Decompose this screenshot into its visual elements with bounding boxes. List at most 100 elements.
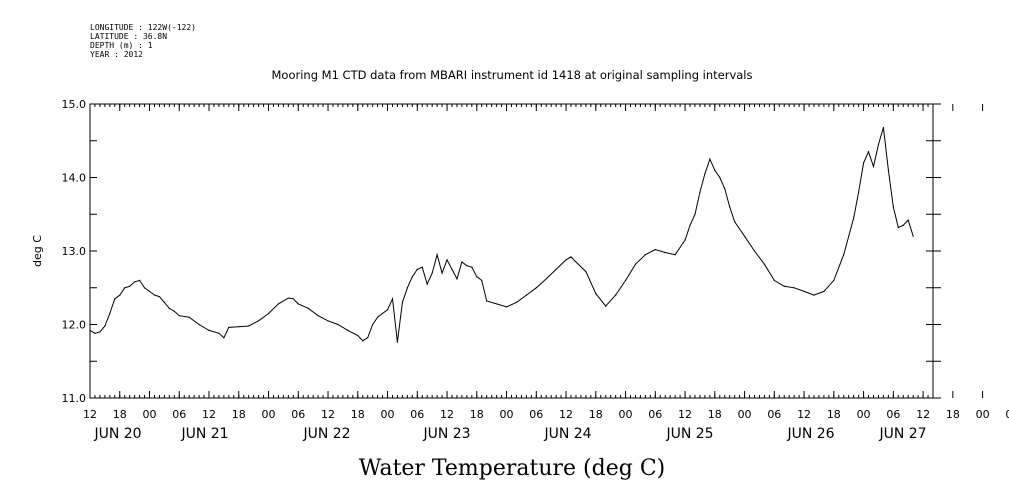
data-point bbox=[441, 272, 443, 274]
data-point bbox=[178, 315, 180, 317]
data-point bbox=[570, 256, 572, 258]
data-point bbox=[134, 281, 136, 283]
x-hour-ticks bbox=[89, 104, 984, 398]
data-point bbox=[734, 221, 736, 223]
x-hour-labels: 12 18 00 06 12 18 00 06 12 18 00 06 12 18 00 06 12 18 00 06… bbox=[83, 408, 1009, 421]
x-day-label: JUN 27 bbox=[878, 426, 926, 442]
data-point bbox=[258, 320, 260, 322]
data-point bbox=[753, 250, 756, 252]
meta-year: YEAR : 2012 bbox=[90, 50, 143, 59]
chart-title: Mooring M1 CTD data from MBARI instrumen… bbox=[272, 68, 753, 82]
x-tick-label: 06 bbox=[648, 408, 662, 421]
data-point bbox=[124, 287, 126, 289]
x-day-label: JUN 21 bbox=[180, 426, 228, 442]
x-tick-label: 12 bbox=[916, 408, 930, 421]
meta-depth: DEPTH (m) : 1 bbox=[90, 41, 153, 50]
y-tick-label: 15.0 bbox=[62, 98, 87, 111]
data-point bbox=[173, 310, 175, 312]
x-tick-label: 18 bbox=[351, 408, 365, 421]
data-point bbox=[198, 323, 200, 326]
data-point bbox=[872, 165, 875, 168]
x-tick-label: 12 bbox=[202, 408, 216, 421]
data-point bbox=[644, 254, 646, 256]
data-point bbox=[481, 279, 483, 281]
data-point bbox=[833, 279, 835, 281]
data-point bbox=[391, 298, 394, 300]
data-point bbox=[104, 325, 106, 327]
data-point bbox=[882, 126, 885, 129]
data-point bbox=[743, 235, 746, 237]
data-point bbox=[664, 251, 666, 254]
data-point bbox=[466, 265, 468, 267]
y-axis-label: deg C bbox=[31, 235, 44, 267]
x-tick-label: 06 bbox=[410, 408, 424, 421]
metadata-block: LONGITUDE : 122W(-122) LATITUDE : 36.8N … bbox=[90, 23, 196, 59]
x-day-label: JUN 26 bbox=[786, 426, 834, 442]
data-point bbox=[367, 337, 369, 339]
data-point bbox=[362, 340, 364, 342]
data-point bbox=[307, 307, 309, 309]
data-point bbox=[634, 263, 637, 265]
x-tick-label: 06 bbox=[1005, 408, 1009, 421]
x-day-labels: JUN 20 JUN 21 JUN 22 JUN 23 JUN 24 JUN 25 JUN … bbox=[93, 426, 926, 442]
data-point bbox=[357, 334, 359, 337]
data-point bbox=[674, 254, 676, 256]
data-point bbox=[515, 301, 518, 304]
data-point bbox=[297, 303, 299, 305]
data-point bbox=[168, 307, 170, 309]
data-point bbox=[109, 312, 111, 315]
x-day-label: JUN 24 bbox=[543, 426, 591, 442]
data-point bbox=[372, 323, 374, 326]
x-day-label: JUN 20 bbox=[93, 426, 141, 442]
x-day-label: JUN 22 bbox=[302, 426, 350, 442]
x-tick-label: 12 bbox=[559, 408, 573, 421]
data-point bbox=[555, 268, 557, 270]
x-tick-label: 00 bbox=[500, 408, 514, 421]
data-point bbox=[406, 287, 408, 289]
data-point bbox=[897, 226, 899, 229]
data-point bbox=[699, 191, 701, 193]
x-tick-label: 06 bbox=[291, 408, 305, 421]
data-point bbox=[476, 276, 478, 278]
x-tick-label: 00 bbox=[619, 408, 633, 421]
data-point bbox=[823, 290, 825, 293]
data-point bbox=[709, 158, 711, 160]
data-point bbox=[486, 300, 488, 302]
data-point bbox=[277, 303, 280, 305]
data-point bbox=[158, 295, 161, 298]
data-point bbox=[902, 224, 904, 226]
data-point bbox=[912, 235, 914, 237]
x-tick-label: 00 bbox=[857, 408, 871, 421]
x-tick-label: 18 bbox=[470, 408, 484, 421]
data-point bbox=[853, 217, 855, 219]
x-day-label: JUN 25 bbox=[665, 426, 713, 442]
data-point bbox=[605, 305, 607, 307]
data-point bbox=[595, 293, 597, 295]
data-point bbox=[887, 169, 889, 171]
data-point bbox=[684, 239, 686, 241]
data-point bbox=[505, 306, 508, 308]
data-point bbox=[724, 187, 726, 190]
data-point bbox=[426, 283, 428, 285]
x-tick-label: 12 bbox=[83, 408, 97, 421]
x-tick-label: 00 bbox=[381, 408, 395, 421]
data-point bbox=[138, 279, 141, 281]
x-axis-label: Water Temperature (deg C) bbox=[359, 456, 666, 481]
y-tick-label: 11.0 bbox=[62, 392, 87, 405]
x-tick-label: 18 bbox=[232, 408, 246, 421]
data-point bbox=[877, 143, 880, 146]
series-group bbox=[89, 126, 914, 343]
data-point bbox=[867, 151, 870, 153]
x-tick-label: 06 bbox=[886, 408, 900, 421]
data-point bbox=[99, 331, 101, 333]
data-point bbox=[292, 298, 294, 300]
meta-latitude: LATITUDE : 36.8N bbox=[90, 32, 167, 41]
x-tick-label: 18 bbox=[113, 408, 127, 421]
data-point bbox=[228, 326, 230, 329]
data-point bbox=[337, 323, 339, 326]
data-point bbox=[783, 285, 785, 287]
data-point bbox=[907, 219, 909, 221]
data-point bbox=[813, 294, 815, 296]
x-tick-label: 18 bbox=[589, 408, 603, 421]
x-tick-label: 00 bbox=[262, 408, 276, 421]
